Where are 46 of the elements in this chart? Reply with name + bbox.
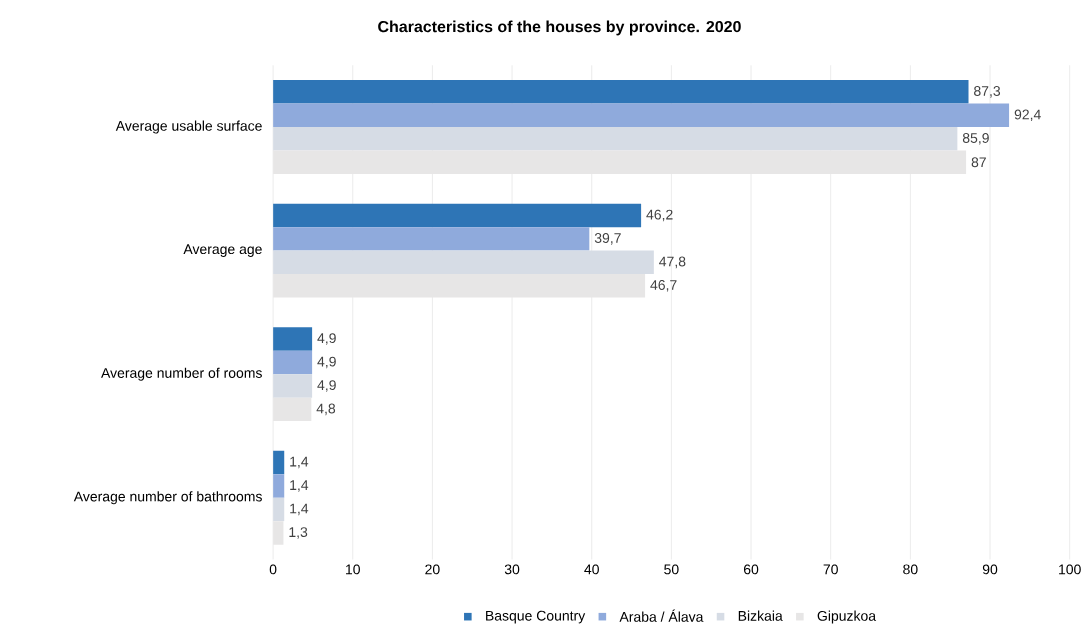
- data-label: 1,4: [290, 503, 309, 515]
- data-label: 4,8: [316, 403, 336, 415]
- bar: [273, 474, 285, 498]
- bar: [273, 397, 312, 421]
- bar: [273, 273, 646, 298]
- data-label: 4,9: [317, 379, 336, 392]
- chart-title: Characteristics of the houses by province. 2020: [378, 20, 741, 36]
- data-label: 92,4: [1014, 109, 1041, 121]
- data-label: 1,3: [289, 526, 308, 539]
- x-tick-label: 50: [664, 564, 679, 575]
- y-tick-label: Average number of rooms: [101, 367, 262, 381]
- data-label: 87,3: [974, 85, 1001, 98]
- legend-label: Gipuzkoa: [817, 610, 877, 624]
- data-label: 87: [971, 157, 986, 168]
- x-tick-label: 0: [269, 564, 277, 575]
- x-tick-label: 40: [584, 564, 599, 575]
- x-tick-label: 100: [1059, 564, 1081, 575]
- data-label: 85,9: [962, 132, 989, 145]
- bar: [273, 226, 590, 251]
- x-tick-label: 10: [346, 564, 360, 575]
- bar: [273, 79, 969, 104]
- data-label: 47,8: [659, 256, 686, 268]
- y-tick-label: Average number of bathrooms: [73, 491, 262, 505]
- x-tick-label: 70: [823, 564, 838, 575]
- x-tick-label: 30: [504, 564, 520, 575]
- x-tick-label: 60: [743, 564, 759, 575]
- data-label: 4,9: [317, 332, 336, 345]
- data-label: 1,4: [290, 480, 309, 492]
- data-label: 1,4: [290, 456, 309, 469]
- legend-label: Basque Country: [486, 610, 586, 624]
- x-tick-label: 90: [982, 564, 998, 575]
- data-label: 39,7: [594, 232, 621, 245]
- bar: [273, 327, 313, 351]
- y-tick-label: Average age: [183, 244, 262, 257]
- bar: [273, 350, 313, 374]
- legend-label: Araba / Álava: [619, 609, 704, 622]
- data-label: 4,9: [317, 356, 336, 369]
- legend-label: Bizkaia: [738, 610, 783, 621]
- bar: [273, 150, 967, 174]
- y-tick-label: Average usable surface: [115, 120, 262, 134]
- data-label: 46,7: [650, 279, 677, 292]
- bar: [273, 203, 642, 227]
- x-tick-label: 80: [903, 564, 918, 575]
- x-tick-label: 20: [425, 564, 440, 575]
- data-label: 46,2: [646, 209, 673, 221]
- bar: [273, 103, 1010, 127]
